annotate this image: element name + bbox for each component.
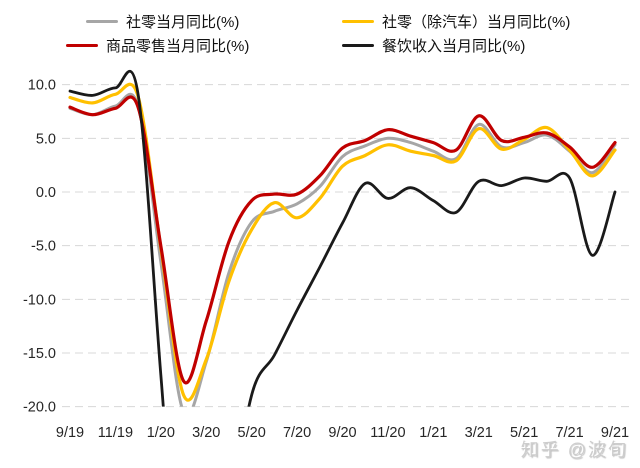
x-tick-label: 11/20 — [370, 425, 405, 441]
legend-swatch-gray — [86, 19, 118, 24]
y-tick-label: 10.0 — [28, 78, 56, 94]
y-tick-label: -10.0 — [23, 292, 56, 308]
x-tick-label: 5/20 — [238, 425, 266, 441]
legend-swatch-gold — [342, 19, 374, 24]
legend-item-shezero: 社零当月同比(%) — [86, 11, 239, 32]
x-tick-label: 3/20 — [192, 425, 220, 441]
legend-item-catering: 餐饮收入当月同比(%) — [342, 35, 525, 56]
y-tick-label: -15.0 — [23, 346, 56, 362]
x-tick-label: 7/20 — [283, 425, 311, 441]
y-tick-label: 0.0 — [36, 185, 56, 201]
x-tick-label: 3/21 — [465, 425, 493, 441]
y-tick-label: -20.0 — [23, 400, 56, 416]
legend-label: 社零当月同比(%) — [126, 14, 240, 31]
x-tick-label: 9/19 — [56, 425, 84, 441]
legend-item-shezero-exauto: 社零（除汽车）当月同比(%) — [342, 11, 570, 32]
legend-item-goods-retail: 商品零售当月同比(%) — [66, 35, 249, 56]
x-tick-label: 11/19 — [98, 425, 133, 441]
legend-label: 社零（除汽车）当月同比(%) — [382, 14, 571, 31]
series-path-0 — [68, 92, 617, 407]
x-tick-label: 1/21 — [419, 425, 447, 441]
x-tick-label: 9/20 — [328, 425, 356, 441]
x-tick-label: 5/21 — [510, 425, 538, 441]
chart-legend: 社零当月同比(%) 社零（除汽车）当月同比(%) 商品零售当月同比(%) 餐饮收… — [0, 0, 640, 60]
legend-swatch-red — [66, 43, 98, 48]
x-tick-label: 1/20 — [147, 425, 175, 441]
y-tick-label: 5.0 — [36, 131, 56, 147]
x-tick-label: 9/21 — [601, 425, 629, 441]
legend-swatch-black — [342, 43, 374, 48]
series-path-2 — [68, 95, 617, 385]
series-path-3 — [68, 69, 617, 407]
y-tick-label: -5.0 — [31, 239, 56, 255]
legend-label: 商品零售当月同比(%) — [106, 38, 250, 55]
x-tick-label: 7/21 — [555, 425, 583, 441]
legend-label: 餐饮收入当月同比(%) — [382, 38, 526, 55]
